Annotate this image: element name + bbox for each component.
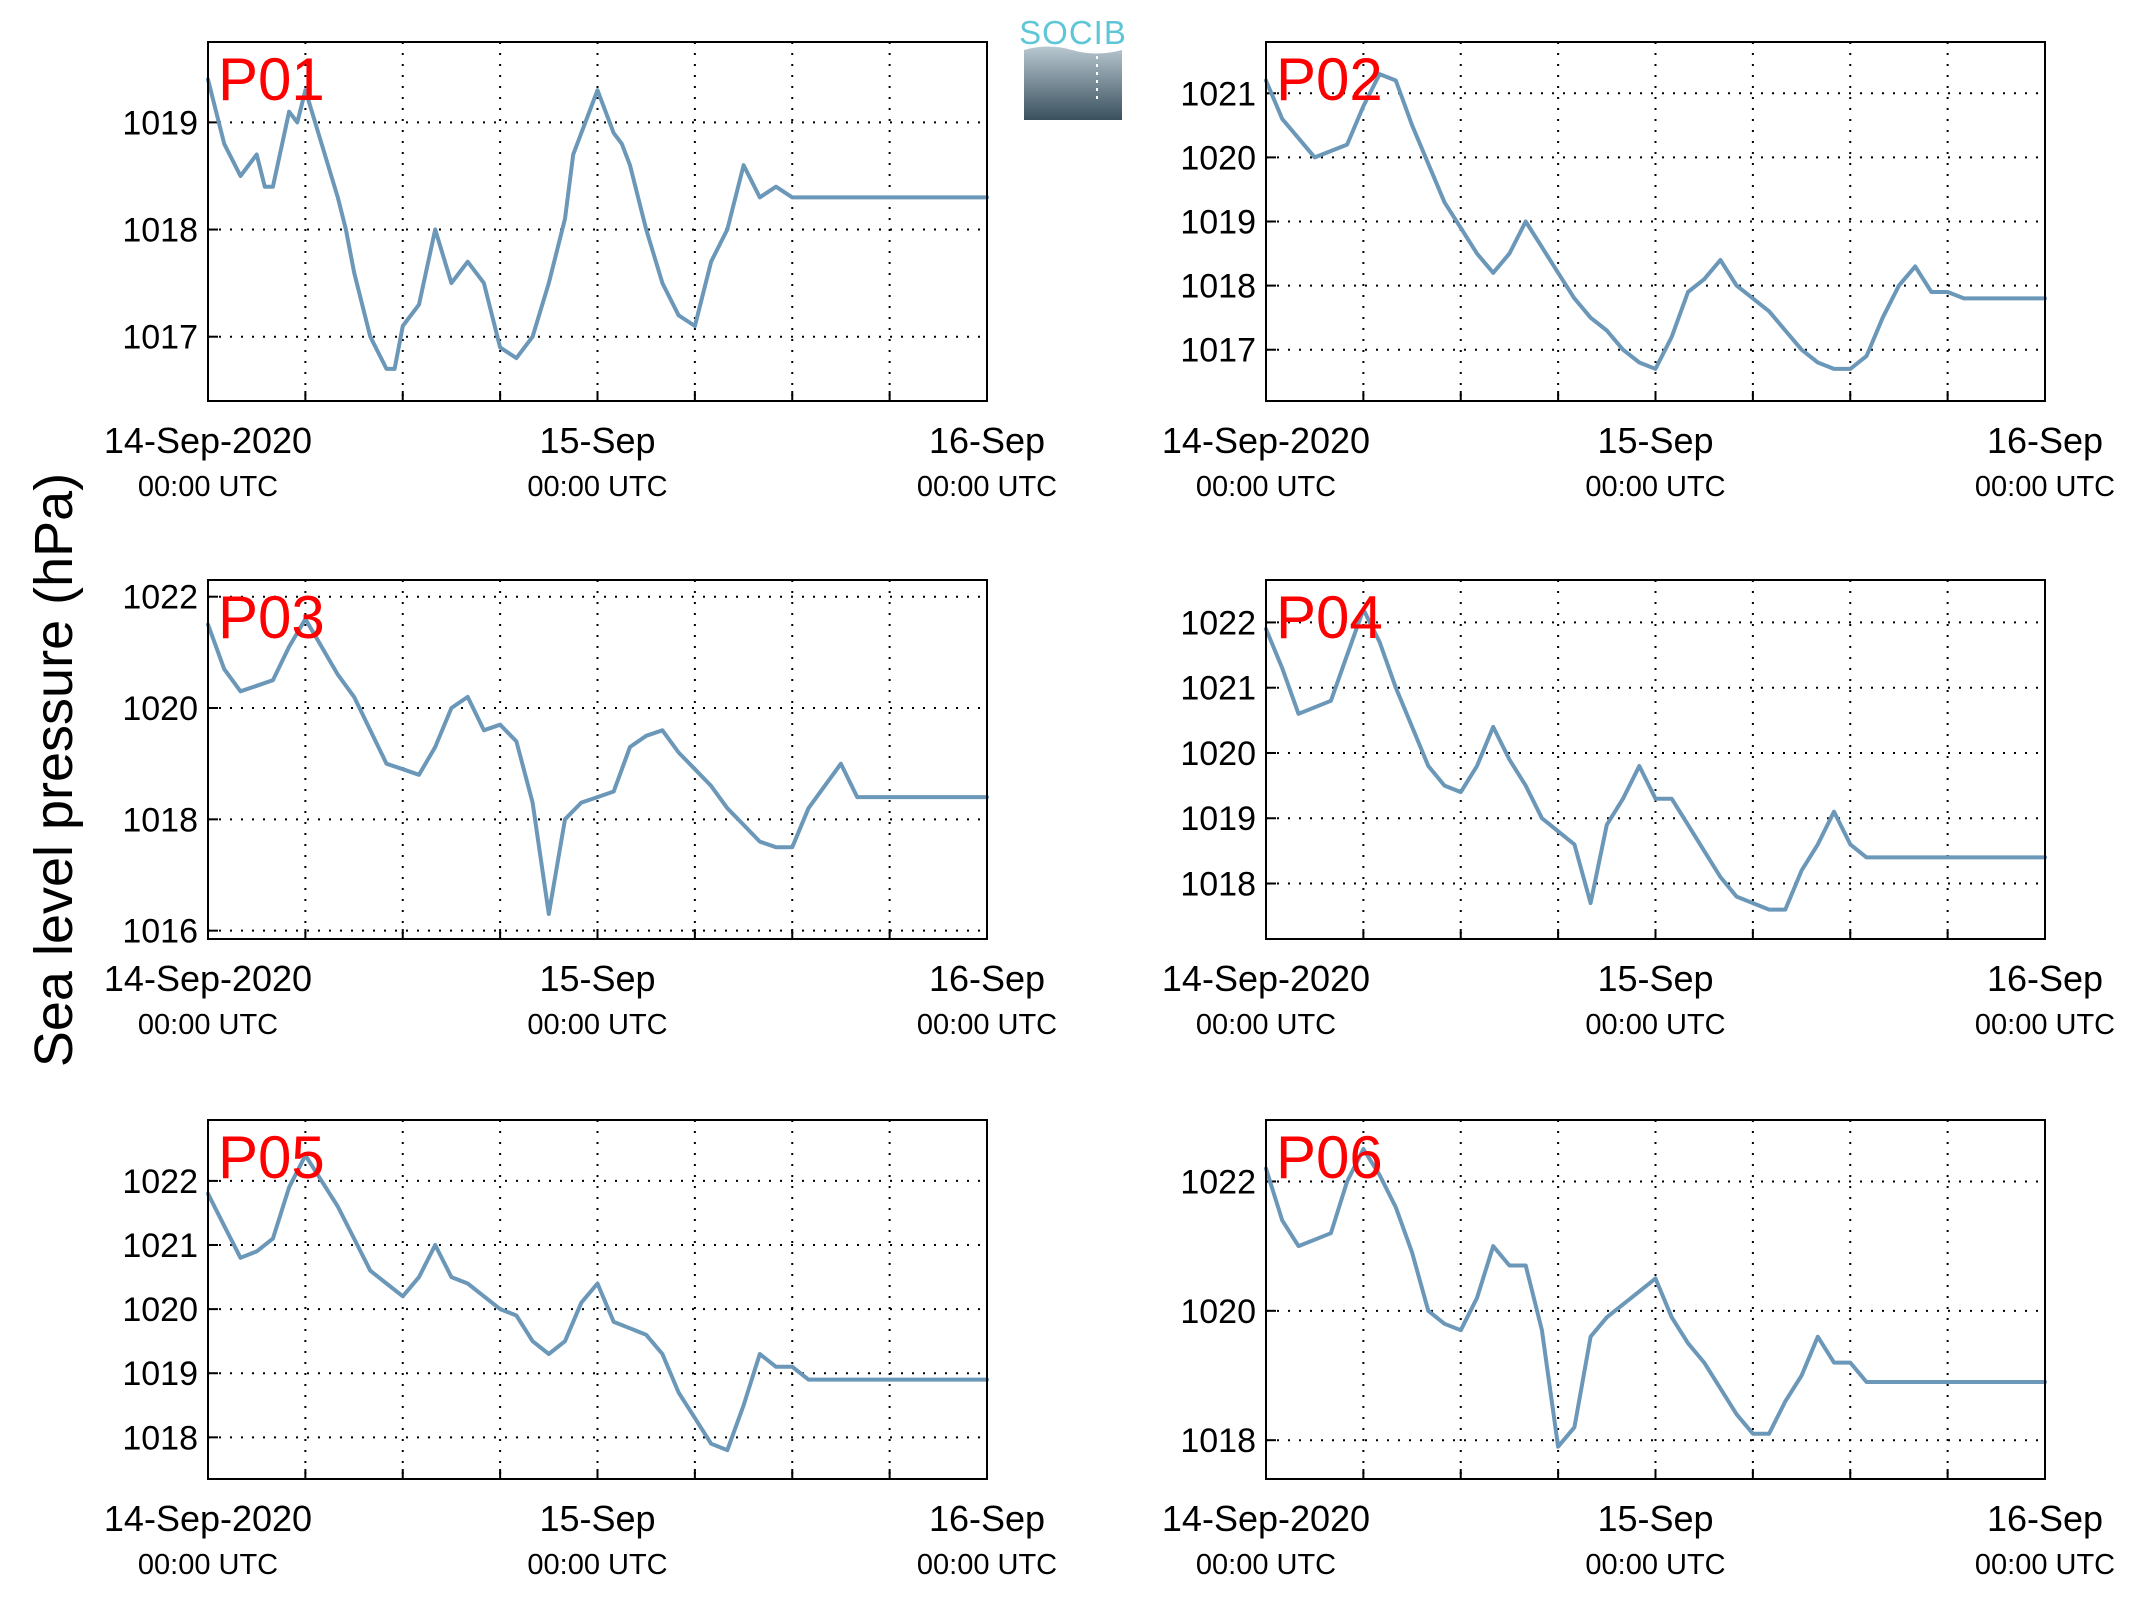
pressure-series-line [1264,607,2047,912]
y-tick-label: 1022 [1180,604,1256,642]
y-tick-label: 1020 [122,1291,198,1329]
panel-label: P01 [218,46,325,113]
y-tick-label: 1018 [122,212,198,250]
x-tick-sublabel: 00:00 UTC [917,1549,1057,1581]
pressure-series-line [206,77,989,371]
pressure-series-line [1264,1147,2047,1449]
x-tick-sublabel: 00:00 UTC [1585,1009,1725,1041]
x-tick-label: 14-Sep-2020 [1162,1498,1370,1539]
y-tick-label: 1020 [1180,139,1256,177]
y-axis-label: Sea level pressure (hPa) [24,473,84,1067]
x-tick-label: 14-Sep-2020 [1162,958,1370,999]
x-tick-sublabel: 00:00 UTC [1196,471,1336,503]
x-tick-label: 15-Sep [1597,420,1713,461]
y-tick-label: 1019 [1180,800,1256,838]
x-tick-sublabel: 00:00 UTC [1585,1549,1725,1581]
panel-p02: 1017 1018 1019 1020 1021 14-Sep-2020 00:00 UTC… [1162,41,2115,503]
y-tick-label: 1020 [1180,735,1256,773]
x-tick-sublabel: 00:00 UTC [527,1009,667,1041]
y-tick-label: 1018 [122,1419,198,1457]
x-tick-sublabel: 00:00 UTC [138,1549,278,1581]
y-tick-label: 1018 [1180,866,1256,904]
panel-label: P02 [1276,46,1383,113]
panel-p04: 1018 1019 1020 1021 1022 14-Sep-2020 00:00 UTC… [1162,579,2115,1041]
y-tick-label: 1016 [122,913,198,951]
x-tick-sublabel: 00:00 UTC [1196,1009,1336,1041]
x-tick-label: 15-Sep [539,1498,655,1539]
panel-p05: 1018 1019 1020 1021 1022 14-Sep-2020 00:00 UTC… [104,1119,1057,1581]
panel-label: P04 [1276,584,1383,651]
y-tick-label: 1019 [122,104,198,142]
y-tick-label: 1018 [1180,1422,1256,1460]
plot-frame [207,579,988,940]
x-tick-label: 14-Sep-2020 [104,420,312,461]
x-tick-label: 16-Sep [929,958,1045,999]
x-tick-label: 15-Sep [1597,958,1713,999]
panel-p06: 1018 1020 1022 14-Sep-2020 00:00 UTC 15-Sep 00… [1162,1119,2115,1581]
y-tick-label: 1022 [1180,1163,1256,1201]
panel-p03: 1016 1018 1020 1022 14-Sep-2020 00:00 UTC 15-S… [104,579,1057,1041]
x-tick-label: 14-Sep-2020 [104,1498,312,1539]
x-tick-sublabel: 00:00 UTC [527,471,667,503]
x-tick-label: 14-Sep-2020 [104,958,312,999]
y-tick-label: 1018 [122,801,198,839]
x-tick-label: 16-Sep [929,1498,1045,1539]
x-tick-sublabel: 00:00 UTC [527,1549,667,1581]
x-tick-sublabel: 00:00 UTC [1975,1009,2115,1041]
pressure-series-line [206,617,989,916]
plot-frame [1265,41,2046,402]
y-tick-label: 1019 [1180,204,1256,242]
x-tick-label: 15-Sep [1597,1498,1713,1539]
panels: 1017 1018 1019 14-Sep-2020 00:00 UTC 15-Sep 00… [104,41,2115,1581]
x-tick-sublabel: 00:00 UTC [1975,1549,2115,1581]
y-tick-label: 1021 [1180,75,1256,113]
x-tick-label: 15-Sep [539,958,655,999]
y-tick-label: 1021 [1180,670,1256,708]
x-tick-label: 16-Sep [929,420,1045,461]
socib-logo: SOCIB [1019,14,1127,120]
y-tick-label: 1020 [122,690,198,728]
panel-p01: 1017 1018 1019 14-Sep-2020 00:00 UTC 15-Sep 00… [104,41,1057,503]
panel-label: P06 [1276,1124,1383,1191]
pressure-series-line [1264,72,2047,371]
plot-frame [1265,1119,2046,1480]
pressure-series-line [206,1153,989,1453]
panel-label: P03 [218,584,325,651]
x-tick-sublabel: 00:00 UTC [1196,1549,1336,1581]
y-tick-label: 1022 [122,579,198,617]
x-tick-sublabel: 00:00 UTC [138,1009,278,1041]
x-tick-label: 16-Sep [1987,958,2103,999]
y-tick-label: 1021 [122,1227,198,1265]
plot-frame [207,41,988,402]
y-tick-label: 1018 [1180,268,1256,306]
y-tick-label: 1019 [122,1355,198,1393]
x-tick-label: 14-Sep-2020 [1162,420,1370,461]
y-tick-label: 1020 [1180,1293,1256,1331]
y-tick-label: 1017 [1180,332,1256,370]
x-tick-sublabel: 00:00 UTC [138,471,278,503]
x-tick-sublabel: 00:00 UTC [1585,471,1725,503]
x-tick-label: 16-Sep [1987,420,2103,461]
plot-frame [207,1119,988,1480]
x-tick-sublabel: 00:00 UTC [917,1009,1057,1041]
y-tick-label: 1022 [122,1163,198,1201]
x-tick-label: 16-Sep [1987,1498,2103,1539]
x-tick-sublabel: 00:00 UTC [1975,471,2115,503]
y-tick-label: 1017 [122,319,198,357]
plot-frame [1265,579,2046,940]
logo-text: SOCIB [1019,14,1127,51]
panel-label: P05 [218,1124,325,1191]
x-tick-sublabel: 00:00 UTC [917,471,1057,503]
x-tick-label: 15-Sep [539,420,655,461]
